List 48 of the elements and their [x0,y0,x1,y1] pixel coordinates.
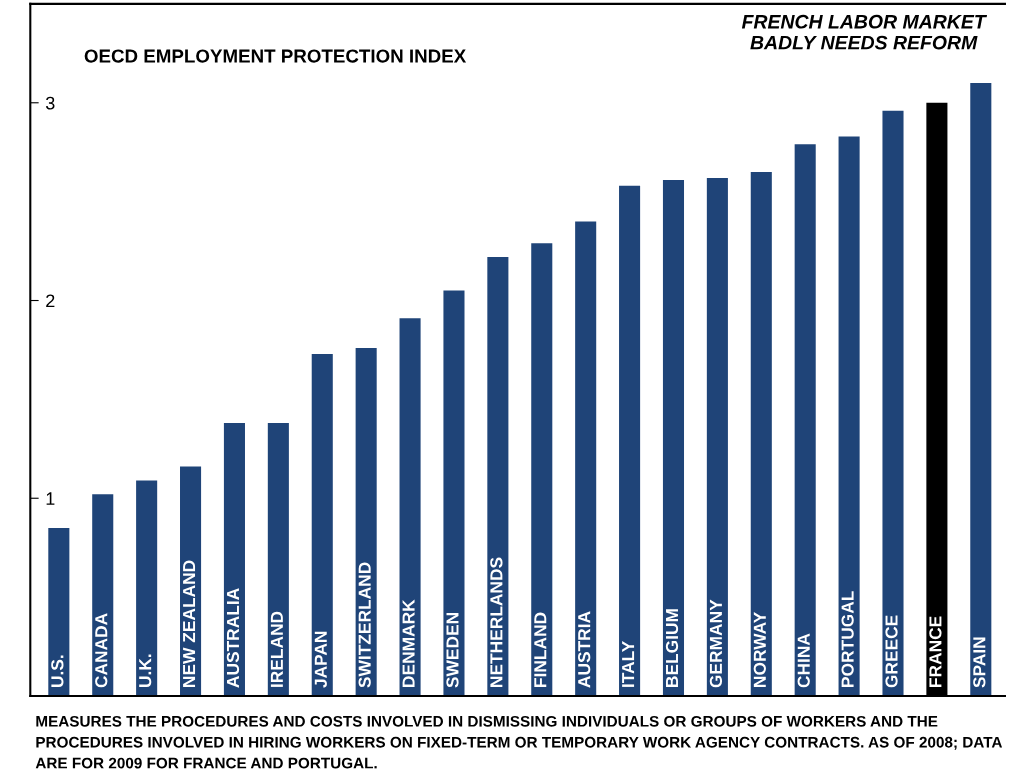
bar [750,171,772,696]
bar [882,110,904,696]
x-tick-label: NORWAY [753,612,766,687]
x-tick-label: SPAIN [973,637,986,688]
x-tick-label: PORTUGAL [841,591,854,687]
x-tick-label: AUSTRALIA [226,588,240,688]
x-tick-label: GREECE [885,615,898,688]
bar [399,318,421,696]
x-tick-label: U.K. [139,654,152,688]
x-tick-label: GERMANY [709,599,723,688]
y-tick-label: 3 [45,96,55,110]
text: MEASURES THE PROCEDURES AND COSTS INVOLVED IN DISMISSING INDIVIDUALS OR GROUPS OF WORKERS AND THE PROCEDURES INVOLVED IN HIRING WORKERS ON FIXED-TERM OR TEMPORARY WORK AGENCY CONTRACTS. AS OF 2008; DATA ARE FOR 2009 FOR FRANCE AND PORTUGAL. [35,715,1003,769]
x-tick-label: IRELAND [270,611,283,687]
text: OECD EMPLOYMENT PROTECTION INDEX [84,49,467,63]
x-tick-label: BELGIUM [665,609,679,687]
x-tick-label: DENMARK [402,599,415,687]
text: FRENCH LABOR MARKET BADLY NEEDS REFORM [741,14,988,50]
bar [92,494,114,696]
x-tick-label: SWEDEN [446,613,459,688]
bar [311,353,333,696]
y-tick-label: 1 [46,492,55,505]
bar [662,179,685,696]
bar [443,290,465,696]
bar [838,136,860,696]
bar [487,257,509,696]
bar [706,177,728,696]
x-tick-label: AUSTRIA [578,611,591,688]
x-tick-label: NETHERLANDS [490,557,503,687]
bar [136,480,158,696]
y-tick-label: 2 [46,294,55,308]
bar [48,527,70,696]
x-tick-label: FINLAND [534,612,547,687]
x-tick-label: NEW ZEALAND [183,560,196,687]
x-tick-label: U.S. [51,655,64,688]
x-tick-label: ITALY [622,641,635,687]
bar [794,144,816,696]
bar [970,83,992,696]
x-tick-label: SWITZERLAND [358,562,371,688]
bar [619,185,641,696]
bar [355,347,377,696]
x-tick-label: CANADA [95,613,108,688]
x-tick-label: FRANCE [929,616,942,687]
x-tick-label: JAPAN [314,631,327,688]
bar [531,243,553,696]
bar [223,423,245,696]
bar [267,423,289,696]
x-tick-label: CHINA [797,633,810,688]
bar [575,221,597,696]
